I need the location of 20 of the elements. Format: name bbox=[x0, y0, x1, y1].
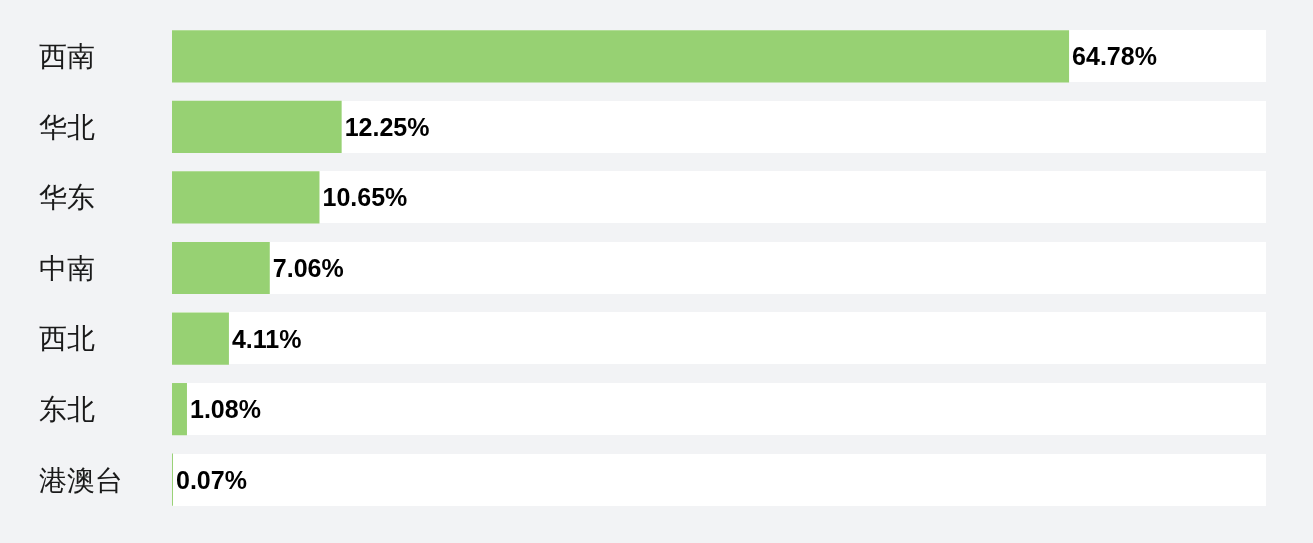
data-label: 1.08% bbox=[189, 395, 261, 424]
data-label: 64.78% bbox=[1072, 42, 1157, 71]
data-label: 10.65% bbox=[322, 183, 408, 212]
data-label: 7.06% bbox=[272, 254, 344, 282]
data-label: 4.11% bbox=[231, 324, 302, 353]
bar bbox=[172, 171, 320, 224]
y-tick-label: 华东 bbox=[39, 181, 95, 215]
bar bbox=[172, 312, 229, 365]
y-tick-label: 西南 bbox=[39, 40, 95, 74]
bar bbox=[172, 30, 1070, 83]
data-label: 12.25% bbox=[344, 112, 430, 141]
y-tick-label: 港澳台 bbox=[39, 463, 123, 497]
bar bbox=[172, 100, 342, 153]
bar bbox=[172, 383, 187, 436]
y-tick-label: 中南 bbox=[39, 251, 95, 285]
y-tick-label: 东北 bbox=[39, 392, 95, 426]
bar bbox=[172, 241, 270, 295]
data-label: 0.07% bbox=[175, 465, 247, 494]
y-tick-label: 华北 bbox=[39, 110, 95, 144]
y-tick-label: 西北 bbox=[39, 322, 95, 356]
